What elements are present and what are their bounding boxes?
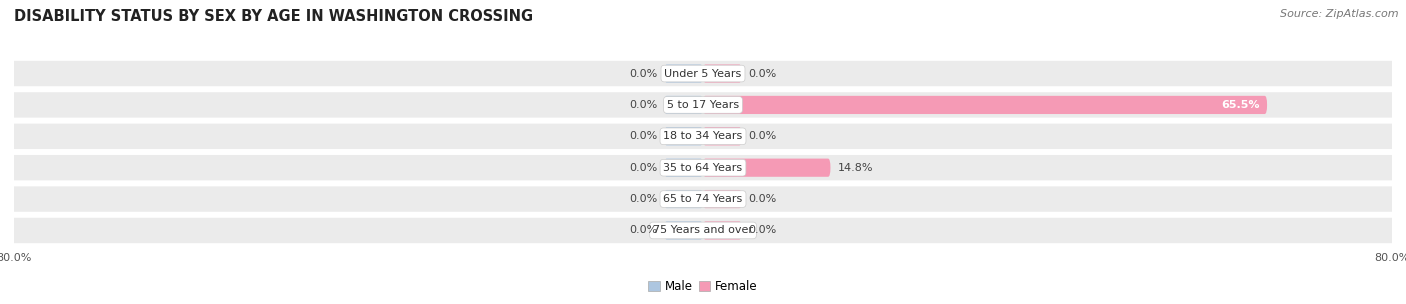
Text: 65.5%: 65.5% (1222, 100, 1260, 110)
Text: Source: ZipAtlas.com: Source: ZipAtlas.com (1281, 9, 1399, 19)
Text: 0.0%: 0.0% (748, 194, 778, 204)
Text: 0.0%: 0.0% (628, 68, 658, 78)
FancyBboxPatch shape (664, 96, 703, 114)
Text: 0.0%: 0.0% (628, 131, 658, 141)
FancyBboxPatch shape (10, 122, 1396, 151)
Text: 0.0%: 0.0% (628, 226, 658, 236)
FancyBboxPatch shape (703, 159, 831, 177)
Text: 0.0%: 0.0% (628, 194, 658, 204)
Text: 0.0%: 0.0% (628, 163, 658, 173)
Text: 0.0%: 0.0% (748, 226, 778, 236)
FancyBboxPatch shape (10, 91, 1396, 119)
FancyBboxPatch shape (703, 190, 742, 208)
Text: 75 Years and over: 75 Years and over (652, 226, 754, 236)
FancyBboxPatch shape (664, 190, 703, 208)
FancyBboxPatch shape (10, 59, 1396, 88)
FancyBboxPatch shape (664, 221, 703, 240)
Text: 5 to 17 Years: 5 to 17 Years (666, 100, 740, 110)
FancyBboxPatch shape (10, 216, 1396, 245)
FancyBboxPatch shape (10, 153, 1396, 182)
Text: 65 to 74 Years: 65 to 74 Years (664, 194, 742, 204)
Text: 0.0%: 0.0% (628, 100, 658, 110)
FancyBboxPatch shape (664, 127, 703, 145)
Text: Under 5 Years: Under 5 Years (665, 68, 741, 78)
Text: 0.0%: 0.0% (748, 68, 778, 78)
Legend: Male, Female: Male, Female (644, 275, 762, 298)
FancyBboxPatch shape (703, 221, 742, 240)
Text: 18 to 34 Years: 18 to 34 Years (664, 131, 742, 141)
FancyBboxPatch shape (10, 185, 1396, 213)
FancyBboxPatch shape (664, 64, 703, 83)
Text: 35 to 64 Years: 35 to 64 Years (664, 163, 742, 173)
Text: 14.8%: 14.8% (838, 163, 873, 173)
Text: DISABILITY STATUS BY SEX BY AGE IN WASHINGTON CROSSING: DISABILITY STATUS BY SEX BY AGE IN WASHI… (14, 9, 533, 24)
FancyBboxPatch shape (664, 159, 703, 177)
Text: 0.0%: 0.0% (748, 131, 778, 141)
FancyBboxPatch shape (703, 96, 1267, 114)
FancyBboxPatch shape (703, 64, 742, 83)
FancyBboxPatch shape (703, 127, 742, 145)
